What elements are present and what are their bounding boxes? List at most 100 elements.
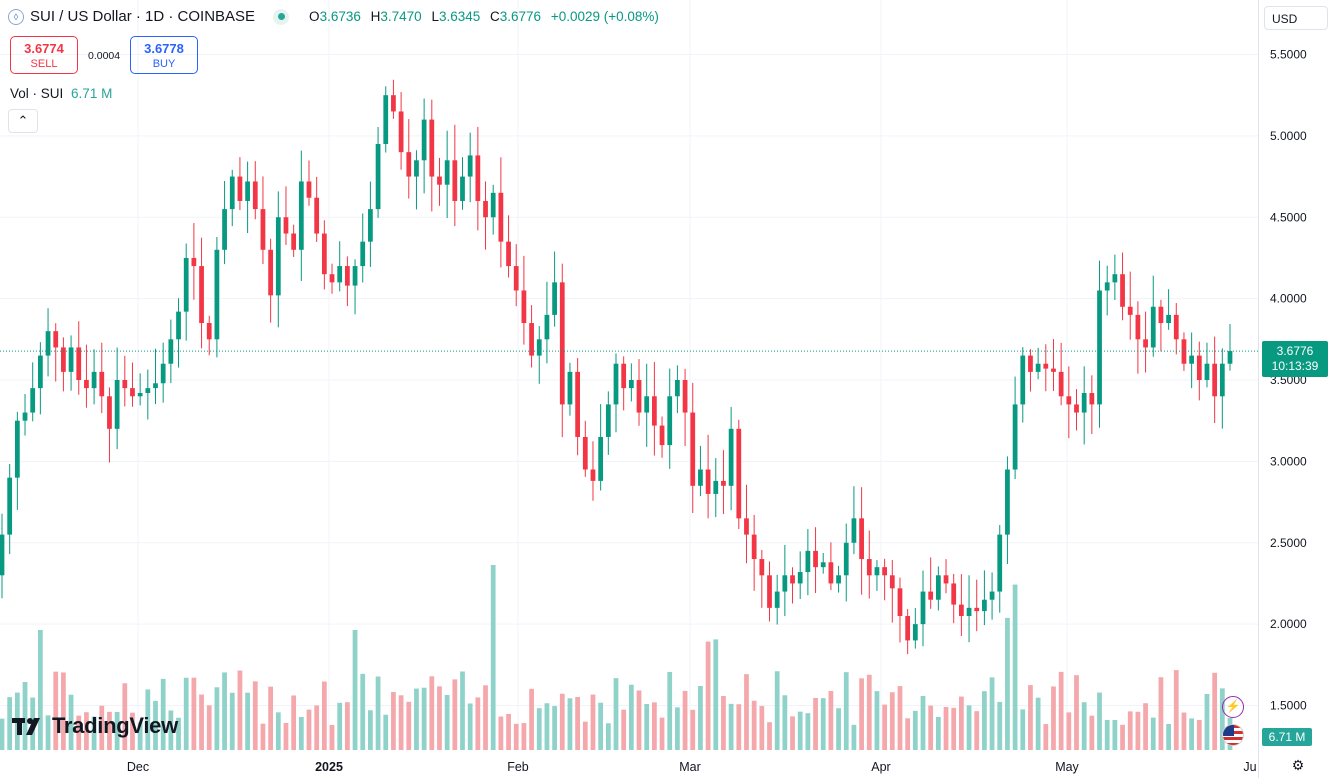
- candle-body: [99, 371, 105, 397]
- candle-body: [460, 176, 465, 201]
- x-tick-label: Feb: [507, 760, 529, 774]
- volume-bar: [1035, 697, 1041, 750]
- candle-body: [84, 380, 89, 389]
- candle-body: [1043, 363, 1049, 369]
- volume-bar: [613, 678, 619, 750]
- volume-bar: [383, 714, 389, 750]
- sell-button[interactable]: 3.6774 SELL: [10, 36, 78, 74]
- tradingview-logo-icon: [12, 718, 40, 735]
- volume-bar: [298, 716, 304, 750]
- volume-bar: [99, 705, 105, 750]
- candle-body: [475, 155, 481, 201]
- volume-bar: [22, 682, 28, 750]
- volume-bar: [920, 695, 926, 750]
- volume-bar: [836, 708, 841, 750]
- candle-body: [168, 339, 174, 364]
- candle-body: [222, 209, 227, 250]
- volume-bar: [982, 691, 987, 750]
- lightning-icon[interactable]: ⚡: [1222, 696, 1244, 718]
- volume-bar: [337, 702, 343, 750]
- candle-body: [1081, 393, 1087, 413]
- candle-body: [344, 266, 350, 286]
- candle-body: [613, 363, 619, 405]
- volume-bar: [1173, 670, 1179, 750]
- volume-bar: [651, 702, 657, 750]
- volume-bar: [851, 724, 857, 750]
- volume-bar: [559, 693, 565, 750]
- volume-bar: [506, 713, 511, 750]
- candle-body: [605, 404, 611, 437]
- volume-bar: [467, 703, 473, 750]
- candle-body: [391, 95, 396, 112]
- market-status-icon[interactable]: [273, 8, 290, 25]
- time-axis[interactable]: Dec 2025 Feb Mar Apr May Ju: [127, 760, 1257, 774]
- candle-body: [268, 249, 274, 296]
- candle-body: [997, 534, 1003, 592]
- volume-bar: [421, 687, 427, 750]
- volume-bar: [1135, 711, 1141, 750]
- candle-body: [291, 233, 297, 250]
- volume-bar: [237, 670, 243, 750]
- volume-bar: [391, 691, 396, 750]
- settings-gear-icon[interactable]: ⚙: [1291, 757, 1305, 773]
- volume-bar: [582, 721, 588, 750]
- candle-body: [774, 591, 780, 608]
- candle-body: [1135, 314, 1141, 340]
- currency-selector[interactable]: USD: [1264, 6, 1328, 30]
- candle-body: [928, 591, 934, 600]
- ohlc-values: O3.6736 H3.7470 L3.6345 C3.6776 +0.0029 …: [309, 9, 659, 24]
- symbol-title[interactable]: SUI / US Dollar · 1D · COINBASE: [30, 8, 256, 25]
- candle-body: [552, 282, 557, 315]
- candle-body: [843, 542, 849, 576]
- volume-bar: [1189, 718, 1195, 750]
- volume-legend[interactable]: Vol · SUI 6.71 M: [10, 86, 112, 101]
- volume-bar: [544, 703, 550, 750]
- candle-body: [260, 209, 266, 250]
- volume-bar: [782, 695, 788, 750]
- candle-body: [76, 347, 82, 380]
- volume-bar: [137, 722, 143, 750]
- volume-bar: [76, 715, 82, 750]
- volume-bar: [790, 716, 795, 750]
- price-axis[interactable]: 5.50005.00004.50004.00003.50003.00002.50…: [1270, 48, 1307, 713]
- volume-bar: [958, 696, 964, 750]
- candle-body: [199, 266, 204, 324]
- volume-bar: [1219, 688, 1225, 750]
- candle-body: [598, 436, 604, 481]
- volume-bar: [698, 686, 703, 750]
- candle-body: [437, 176, 442, 185]
- volume-bar: [368, 710, 373, 750]
- candle-body: [1143, 339, 1148, 348]
- volume-bar: [513, 723, 519, 750]
- buy-button[interactable]: 3.6778 BUY: [130, 36, 198, 74]
- volume-bar: [306, 709, 312, 750]
- candle-body: [582, 436, 588, 470]
- volume-bar: [843, 672, 849, 750]
- volume-bar: [667, 671, 673, 750]
- candle-body: [767, 575, 772, 608]
- candle-body: [1189, 355, 1195, 364]
- candle-body: [1104, 282, 1110, 291]
- volume-bar: [797, 711, 803, 750]
- candle-body: [1204, 363, 1210, 380]
- tradingview-logo-text: TradingView: [52, 713, 178, 738]
- candle-body: [421, 119, 427, 161]
- candle-body: [1196, 355, 1202, 380]
- volume-bars: [0, 565, 1233, 750]
- candle-body: [897, 588, 903, 616]
- last-price-label: 3.6776 10:13:39: [1262, 341, 1328, 377]
- candle-body: [368, 209, 373, 242]
- candle-body: [751, 534, 757, 560]
- us-flag-icon[interactable]: [1222, 724, 1244, 746]
- collapse-legend-button[interactable]: ⌃: [8, 109, 38, 133]
- volume-bar: [398, 695, 404, 750]
- volume-bar: [375, 676, 381, 750]
- candle-body: [1066, 396, 1072, 405]
- volume-bar: [744, 674, 749, 750]
- x-tick-label: Ju: [1243, 760, 1256, 774]
- volume-bar: [460, 671, 465, 750]
- tradingview-logo[interactable]: TradingView: [12, 713, 178, 739]
- volume-bar: [536, 708, 542, 750]
- candle-body: [828, 562, 834, 584]
